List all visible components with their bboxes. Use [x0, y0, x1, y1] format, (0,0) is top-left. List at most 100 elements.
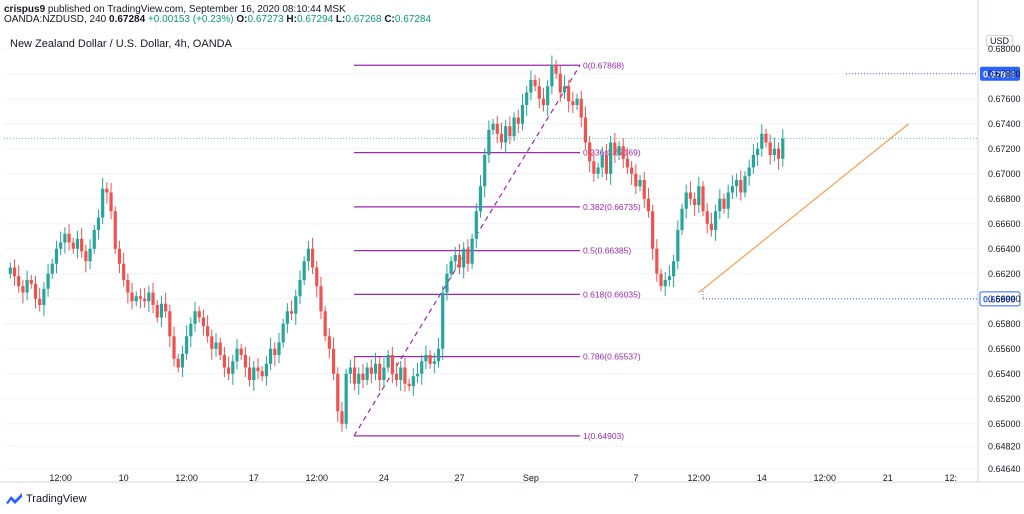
- candle-body: [59, 242, 63, 249]
- candle-body: [441, 292, 445, 349]
- candle-body: [655, 248, 659, 274]
- price-tick-label: 0.66200: [988, 269, 1021, 279]
- candle-body: [764, 133, 768, 143]
- price-tag-bg: [980, 66, 1020, 81]
- price-tag-label: 0.65999: [983, 294, 1016, 304]
- time-tick-label: 17: [249, 473, 259, 483]
- currency-badge[interactable]: USD: [986, 35, 1014, 47]
- candle-body: [8, 267, 12, 274]
- candle-body: [562, 86, 567, 93]
- candle-body: [268, 348, 273, 364]
- candle-body: [285, 311, 289, 324]
- candle-body: [646, 198, 651, 212]
- candle-body: [604, 155, 609, 174]
- candle-body: [722, 198, 726, 209]
- price-tick-label: 0.67000: [988, 169, 1021, 179]
- candle-body: [520, 105, 525, 124]
- candle-body: [462, 248, 466, 268]
- candle-body: [747, 167, 751, 177]
- candle-body: [596, 167, 600, 174]
- price-tick-label: 0.68000: [988, 44, 1021, 54]
- candle-body: [264, 363, 268, 377]
- time-tick-label: 12:00: [688, 473, 711, 483]
- candle-body: [470, 238, 474, 264]
- candle-body: [29, 280, 33, 284]
- tradingview-footer[interactable]: TradingView: [6, 493, 87, 505]
- low-label: L:: [335, 14, 346, 25]
- candle-body: [357, 373, 361, 384]
- candle-body: [344, 373, 348, 424]
- time-tick-label: 24: [379, 473, 389, 483]
- candle-body: [529, 80, 533, 93]
- candle-body: [25, 280, 29, 293]
- candle-body: [781, 138, 785, 159]
- candle-body: [630, 167, 634, 174]
- time-tick-label: 10: [119, 473, 129, 483]
- candle-body: [164, 303, 168, 312]
- price-tick-label: 0.64640: [988, 464, 1021, 474]
- candle-body: [54, 248, 59, 264]
- candle-body: [147, 292, 151, 302]
- candle-body: [407, 383, 411, 387]
- candle-body: [394, 373, 399, 380]
- time-tick-label: 12:00: [175, 473, 198, 483]
- candle-body: [730, 186, 735, 193]
- candle-body: [709, 223, 714, 230]
- candle-body: [466, 248, 470, 264]
- fib-level-label: 0.382(0.66735): [583, 202, 641, 212]
- time-tick-label: 7: [633, 473, 638, 483]
- price-tick-label: 0.65400: [988, 369, 1021, 379]
- candle-body: [382, 367, 386, 380]
- candle-body: [491, 123, 495, 130]
- candle-body: [231, 361, 235, 374]
- candle-body: [352, 367, 357, 384]
- tradingview-logo-icon: [6, 493, 22, 504]
- candle-body: [755, 148, 760, 155]
- candle-body: [193, 311, 197, 324]
- fib-level-label: 0(0.67868): [583, 60, 624, 70]
- candle-body: [474, 211, 478, 239]
- candle-body: [403, 367, 407, 384]
- candle-body: [583, 117, 588, 143]
- candle-body: [210, 336, 214, 349]
- candle-body: [768, 142, 772, 155]
- candle-body: [693, 198, 697, 205]
- candle-body: [663, 280, 667, 287]
- candle-body: [495, 123, 499, 134]
- candle-body: [609, 142, 613, 174]
- candle-body: [499, 133, 504, 143]
- author-name[interactable]: crispus9: [4, 4, 46, 15]
- candle-body: [361, 373, 365, 380]
- candle-body: [714, 211, 718, 230]
- candle-body: [625, 158, 630, 168]
- candle-body: [697, 186, 701, 205]
- candle-body: [340, 411, 344, 424]
- candle-body: [739, 180, 743, 193]
- last-price: 0.67284: [109, 14, 146, 25]
- high-value: 0.67294: [296, 14, 334, 25]
- candle-body: [92, 230, 96, 249]
- candle-body: [575, 98, 579, 105]
- candle-body: [504, 126, 508, 143]
- candle-body: [126, 280, 130, 293]
- candle-body: [760, 133, 764, 149]
- candle-body: [432, 361, 436, 364]
- candle-body: [667, 276, 672, 280]
- candle-body: [256, 367, 260, 372]
- price-change: +0.00153 (+0.23%): [147, 14, 234, 25]
- chart-header: crispus9 published on TradingView.com, S…: [0, 0, 1024, 25]
- candle-body: [428, 355, 432, 364]
- chart-overlays: 0.67800 0.65999: [4, 66, 1021, 307]
- price-tick-label: 0.67200: [988, 144, 1021, 154]
- candle-body: [315, 267, 319, 287]
- candle-body: [71, 242, 75, 249]
- candle-body: [449, 261, 453, 274]
- open-label: O:: [236, 14, 248, 25]
- price-tick-label: 0.64820: [988, 441, 1021, 451]
- candle-body: [776, 148, 781, 159]
- time-axis: 12:00 10 12:00 17 12:00 24 27 Sep 7 12:00 14 12:00 2…: [49, 473, 957, 483]
- candle-body: [222, 355, 227, 368]
- candle-body: [189, 323, 193, 337]
- candle-body: [67, 233, 71, 243]
